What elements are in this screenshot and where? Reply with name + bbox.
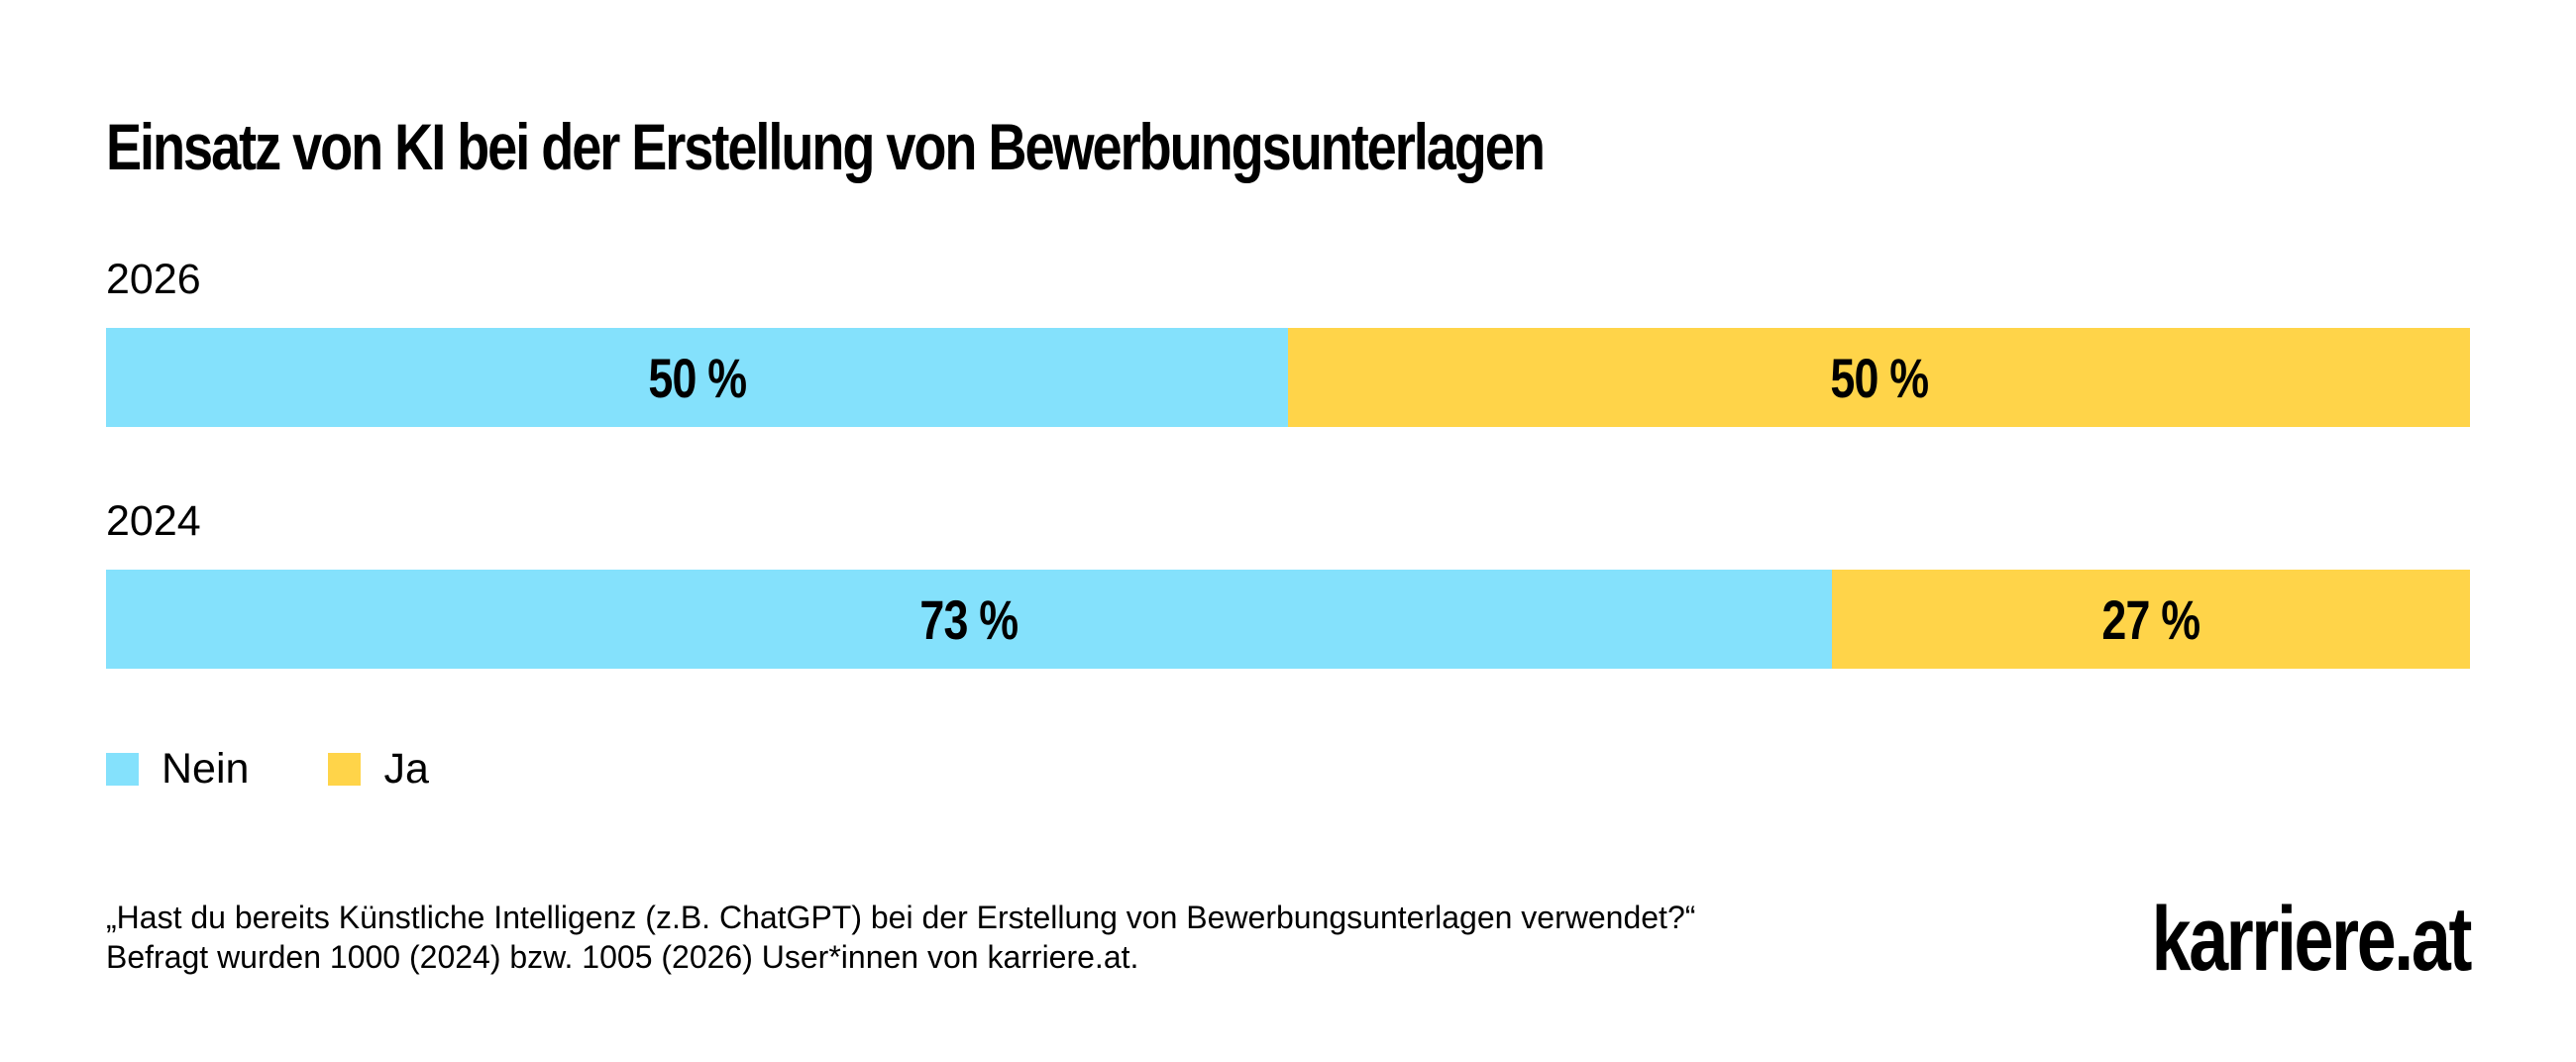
data-label-ja-2026: 50 % bbox=[1830, 346, 1929, 409]
legend-swatch-ja bbox=[328, 753, 362, 786]
chart-title: Einsatz von KI bei der Erstellung von Be… bbox=[106, 110, 1546, 183]
legend-label-nein: Nein bbox=[161, 745, 250, 793]
bar-row-2026: 50 % 50 % bbox=[106, 328, 2470, 427]
legend-swatch-nein bbox=[106, 753, 139, 786]
data-label-nein-2024: 73 % bbox=[919, 587, 1019, 651]
brand-logo: karriere.at bbox=[2151, 889, 2473, 990]
bar-segment-ja-2026: 50 % bbox=[1288, 328, 2470, 427]
footnote-question: „Hast du bereits Künstliche Intelligenz … bbox=[106, 900, 1696, 935]
footnote-sample: Befragt wurden 1000 (2024) bzw. 1005 (20… bbox=[106, 939, 1139, 975]
bar-row-2024: 73 % 27 % bbox=[106, 570, 2470, 669]
data-label-ja-2024: 27 % bbox=[2101, 587, 2200, 651]
legend: Nein Ja bbox=[106, 745, 508, 794]
bar-segment-ja-2024: 27 % bbox=[1831, 570, 2470, 669]
data-label-nein-2026: 50 % bbox=[648, 346, 747, 409]
category-label-2026: 2026 bbox=[106, 256, 201, 303]
bar-segment-nein-2024: 73 % bbox=[106, 570, 1832, 669]
legend-label-ja: Ja bbox=[383, 745, 429, 793]
bar-segment-nein-2026: 50 % bbox=[106, 328, 1288, 427]
legend-item-nein: Nein bbox=[106, 745, 249, 794]
legend-item-ja: Ja bbox=[328, 745, 429, 794]
category-label-2024: 2024 bbox=[106, 497, 201, 545]
footnote: „Hast du bereits Künstliche Intelligenz … bbox=[106, 898, 1695, 977]
